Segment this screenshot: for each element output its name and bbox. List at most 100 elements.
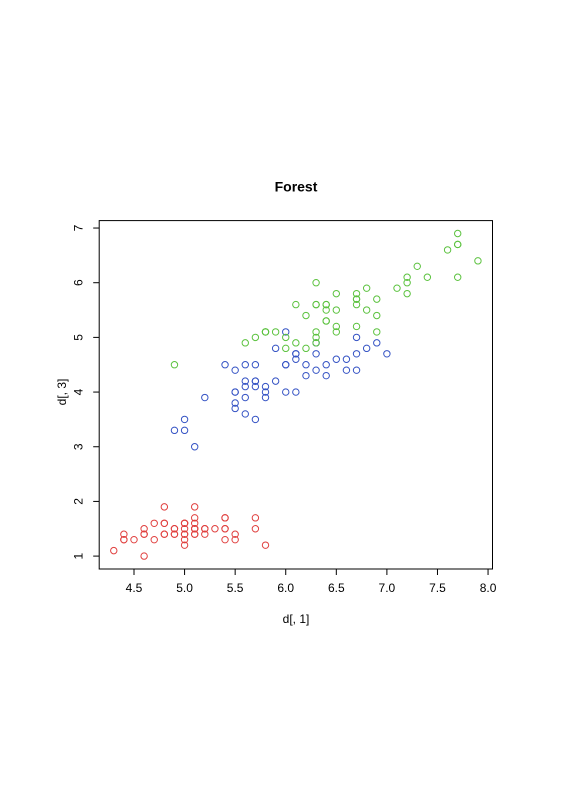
point: [160, 519, 169, 527]
point: [271, 328, 280, 336]
point: [251, 361, 260, 369]
point: [393, 284, 401, 292]
point: [170, 426, 179, 435]
y-tick-label: 7: [71, 224, 85, 231]
point: [140, 552, 148, 560]
x-tick-label: 5.5: [227, 581, 244, 595]
point: [342, 355, 351, 363]
point: [352, 350, 361, 358]
point: [190, 525, 199, 533]
point: [282, 328, 290, 336]
point: [413, 262, 421, 271]
point: [312, 350, 320, 358]
point: [312, 300, 320, 309]
point: [261, 382, 270, 391]
point: [251, 377, 260, 385]
point: [120, 535, 128, 544]
point: [292, 350, 300, 358]
point: [352, 333, 361, 342]
point: [120, 530, 128, 538]
point: [261, 328, 270, 336]
point: [362, 344, 371, 353]
x-tick-label: 7.0: [379, 581, 396, 595]
point: [251, 514, 260, 522]
point: [241, 377, 249, 385]
y-tick-label: 5: [71, 334, 85, 341]
point: [312, 328, 320, 336]
point: [271, 377, 280, 385]
point: [221, 361, 229, 369]
point: [170, 525, 179, 533]
point: [282, 333, 290, 342]
point: [201, 525, 209, 533]
point: [241, 393, 249, 402]
point: [403, 273, 411, 281]
point: [180, 530, 189, 538]
y-tick-label: 1: [71, 552, 85, 559]
y-axis-label: d[, 3]: [55, 379, 69, 406]
plot-frame: [98, 220, 493, 570]
point: [302, 371, 310, 380]
point: [231, 535, 239, 544]
point: [302, 344, 310, 353]
point: [180, 415, 189, 424]
point: [221, 525, 229, 533]
x-tick-label: 8.0: [480, 581, 497, 595]
point: [251, 333, 260, 342]
point: [110, 546, 118, 555]
point: [241, 339, 249, 347]
point: [292, 355, 300, 363]
point: [211, 525, 219, 533]
point: [292, 300, 300, 309]
point: [312, 279, 320, 287]
point: [403, 279, 411, 287]
point: [443, 246, 452, 254]
y-tick-label: 4: [71, 388, 85, 395]
point: [251, 382, 260, 391]
point: [454, 240, 462, 249]
point: [170, 361, 179, 369]
point: [231, 530, 239, 538]
point: [180, 541, 189, 549]
point: [261, 393, 270, 402]
point: [180, 535, 189, 544]
y-tick-label: 3: [71, 443, 85, 450]
point: [322, 371, 330, 380]
point: [170, 530, 179, 538]
point: [373, 339, 381, 347]
point: [312, 366, 320, 374]
point: [373, 311, 381, 320]
point: [231, 366, 239, 374]
point: [403, 289, 411, 298]
point: [302, 311, 310, 320]
point: [231, 388, 239, 396]
x-tick-label: 5.0: [176, 581, 193, 595]
point: [190, 519, 199, 527]
point: [342, 366, 351, 374]
point: [474, 257, 482, 265]
point: [130, 535, 138, 544]
point: [271, 344, 280, 353]
point: [332, 355, 341, 363]
point: [454, 229, 462, 238]
point: [292, 388, 300, 396]
x-tick-label: 7.5: [429, 581, 446, 595]
point: [312, 333, 320, 342]
point: [352, 322, 361, 331]
point: [190, 514, 199, 522]
point: [140, 530, 148, 538]
point: [251, 415, 260, 424]
point: [241, 382, 249, 391]
point: [302, 361, 310, 369]
point: [332, 289, 341, 298]
x-tick-label: 6.0: [277, 581, 294, 595]
point: [373, 328, 381, 336]
point: [282, 344, 290, 353]
point: [332, 322, 341, 331]
point: [322, 300, 330, 309]
point: [322, 306, 330, 314]
point: [231, 399, 239, 407]
point: [352, 289, 361, 298]
point: [282, 361, 290, 369]
